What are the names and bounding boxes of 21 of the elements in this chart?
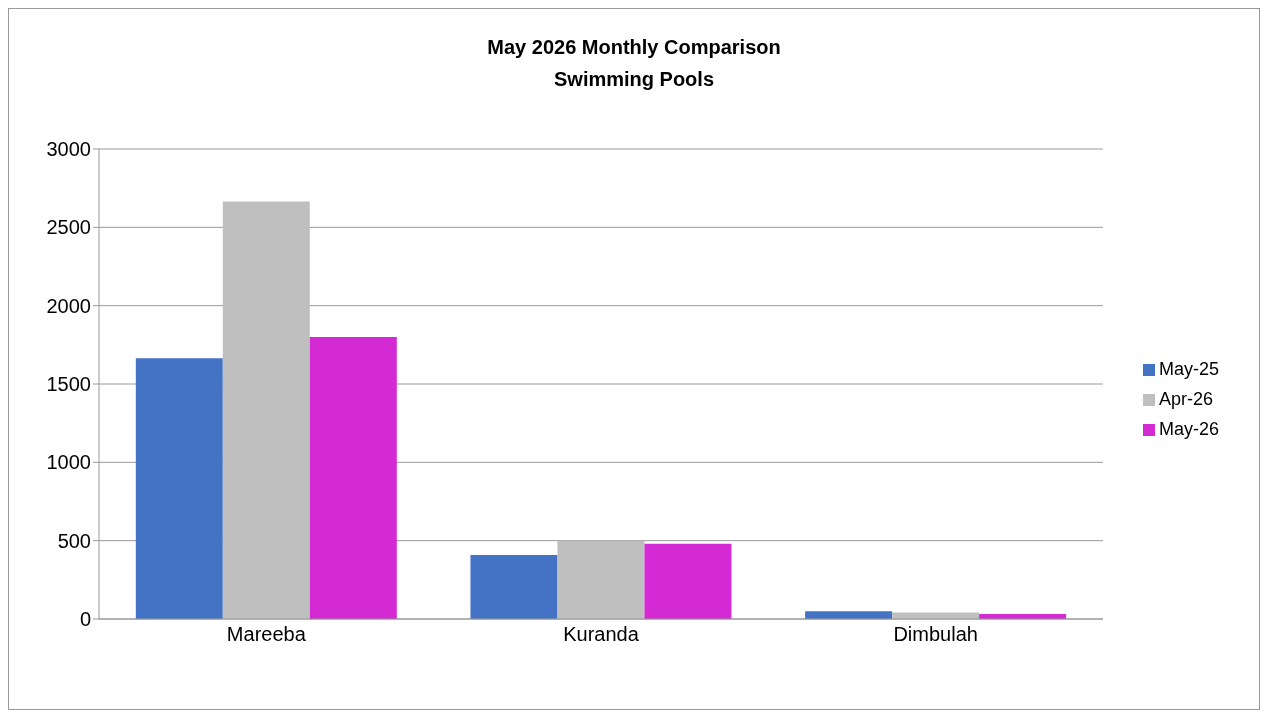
bar: [470, 555, 558, 619]
legend-label: May-25: [1158, 359, 1219, 379]
bar: [557, 540, 645, 619]
y-tick-label: 2500: [46, 216, 91, 239]
x-tick-label: Dimbulah: [893, 623, 978, 646]
chart-title: May 2026 Monthly Comparison Swimming Pools: [486, 35, 782, 92]
bar: [892, 612, 980, 619]
y-tick-label: 3000: [46, 138, 91, 161]
bar: [222, 201, 310, 619]
legend-label: Apr-26: [1158, 389, 1213, 409]
bar: [309, 337, 397, 619]
y-tick-label: 500: [57, 529, 91, 552]
bar: [135, 358, 223, 619]
y-tick-label: 0: [79, 608, 91, 631]
bar: [644, 543, 732, 619]
y-tick-label: 1500: [46, 373, 91, 396]
y-tick-label: 2000: [46, 294, 91, 317]
x-tick-label: Kuranda: [563, 623, 640, 646]
legend-label: May-26: [1158, 419, 1219, 439]
x-tick-label: Mareeba: [226, 623, 307, 646]
y-tick-label: 1000: [46, 451, 91, 474]
